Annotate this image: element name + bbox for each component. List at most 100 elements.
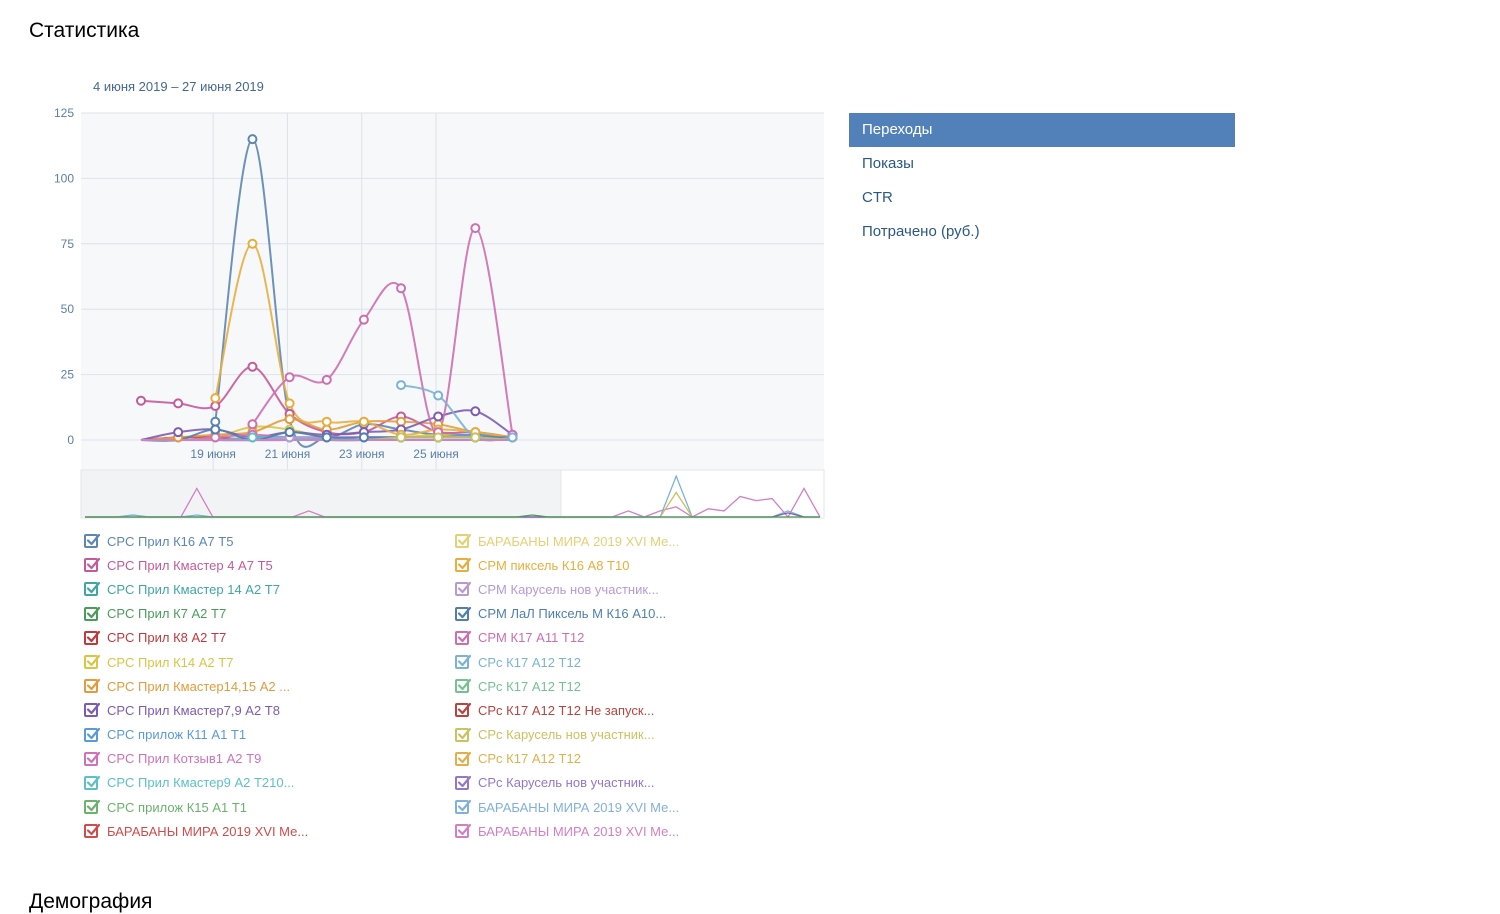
metric-tab[interactable]: Показы: [862, 155, 914, 172]
y-tick-label: 125: [54, 106, 74, 120]
checkbox-checked-icon[interactable]: [455, 533, 472, 549]
checkbox-checked-icon[interactable]: [84, 582, 101, 597]
checkbox-checked-icon[interactable]: [84, 558, 101, 573]
data-point[interactable]: [284, 427, 295, 438]
legend-item[interactable]: CPC прилож К11 А1 Т1: [84, 723, 308, 747]
data-point[interactable]: [247, 419, 258, 430]
legend-item[interactable]: CPc Карусель нов участник...: [455, 723, 679, 747]
data-point[interactable]: [173, 398, 184, 409]
navigator-window[interactable]: [560, 469, 825, 519]
checkbox-checked-icon[interactable]: [455, 630, 472, 645]
data-point[interactable]: [358, 314, 369, 325]
legend-item[interactable]: CPC Прил Кмастер14,15 А2 ...: [84, 674, 308, 698]
legend-item[interactable]: CPM Карусель нов участник...: [455, 577, 679, 601]
data-point[interactable]: [396, 380, 407, 391]
checkbox-checked-icon[interactable]: [84, 654, 101, 670]
data-point[interactable]: [470, 406, 481, 417]
checkbox-checked-icon[interactable]: [455, 679, 472, 694]
checkbox-checked-icon[interactable]: [84, 703, 101, 718]
data-point[interactable]: [247, 432, 258, 443]
checkbox-checked-icon[interactable]: [84, 800, 101, 815]
data-point[interactable]: [136, 395, 146, 406]
data-point[interactable]: [433, 411, 444, 422]
legend-item[interactable]: CPc К17 А12 Т12: [455, 747, 679, 771]
legend-item[interactable]: CPC прилож К15 А1 Т1: [84, 795, 308, 819]
legend-item[interactable]: CPC Прил К14 А2 Т7: [84, 650, 308, 674]
legend-item[interactable]: CPC Прил Кмастер7,9 А2 Т8: [84, 698, 308, 722]
legend-item[interactable]: CPc К17 А12 Т12: [455, 650, 679, 674]
legend-item[interactable]: БАРАБАНЫ МИРА 2019 XVI Ме...: [455, 819, 679, 843]
data-point[interactable]: [284, 398, 295, 409]
legend-label: CPC Прил Кмастер 14 А2 Т7: [107, 581, 280, 597]
legend-item[interactable]: CPC Прил К16 А7 Т5: [84, 529, 308, 553]
checkbox-checked-icon[interactable]: [84, 775, 101, 790]
data-point[interactable]: [433, 390, 444, 401]
checkbox-checked-icon[interactable]: [455, 800, 472, 815]
legend-label: CPC прилож К11 А1 Т1: [107, 727, 247, 743]
checkbox-checked-icon[interactable]: [455, 775, 472, 790]
data-point[interactable]: [358, 416, 369, 427]
legend-item[interactable]: CPc К17 А12 Т12: [455, 674, 679, 698]
legend-label: CPc К17 А12 Т12: [478, 654, 581, 670]
data-point[interactable]: [210, 400, 221, 411]
checkbox-checked-icon[interactable]: [84, 727, 101, 742]
legend-item[interactable]: CPC Прил К8 А2 Т7: [84, 626, 308, 650]
legend-item[interactable]: CPM К17 А11 Т12: [455, 626, 679, 650]
data-point[interactable]: [210, 424, 221, 435]
legend-item[interactable]: CPC Прил Котзыв1 А2 Т9: [84, 747, 308, 771]
checkbox-checked-icon[interactable]: [84, 533, 101, 549]
data-point[interactable]: [173, 427, 184, 438]
checkbox-checked-icon[interactable]: [455, 558, 472, 573]
data-point[interactable]: [321, 416, 332, 427]
checkbox-checked-icon[interactable]: [84, 824, 101, 839]
legend-item[interactable]: CPM ЛаЛ Пиксель М К16 А10...: [455, 602, 679, 626]
data-point[interactable]: [507, 432, 518, 443]
data-point[interactable]: [210, 432, 221, 443]
data-point[interactable]: [284, 372, 295, 383]
data-point[interactable]: [247, 238, 258, 249]
checkbox-checked-icon[interactable]: [455, 606, 472, 621]
legend-item[interactable]: CPc Карусель нов участник...: [455, 771, 679, 795]
data-point[interactable]: [247, 134, 258, 145]
checkbox-checked-icon[interactable]: [455, 582, 472, 597]
data-point[interactable]: [470, 432, 481, 443]
legend-item[interactable]: БАРАБАНЫ МИРА 2019 XVI Ме...: [455, 795, 679, 819]
data-point[interactable]: [396, 432, 407, 443]
plot-background: [81, 113, 824, 470]
metric-tab[interactable]: CTR: [862, 189, 893, 206]
legend-item[interactable]: CPC Прил Кмастер9 А2 Т210...: [84, 771, 308, 795]
data-point[interactable]: [247, 361, 258, 372]
legend-label: CPC Прил К7 А2 Т7: [107, 606, 227, 622]
checkbox-checked-icon[interactable]: [455, 703, 472, 718]
data-point[interactable]: [358, 432, 369, 443]
metric-tab[interactable]: Потрачено (руб.): [862, 223, 980, 240]
data-point[interactable]: [321, 374, 332, 385]
checkbox-checked-icon[interactable]: [84, 606, 101, 621]
y-tick-label: 25: [61, 368, 75, 382]
legend-item[interactable]: CPC Прил Кмастер 4 А7 Т5: [84, 553, 308, 577]
legend-item[interactable]: CPC Прил К7 А2 Т7: [84, 602, 308, 626]
legend-item[interactable]: CPc К17 А12 Т12 Не запуск...: [455, 698, 679, 722]
checkbox-checked-icon[interactable]: [455, 727, 472, 742]
legend-item[interactable]: БАРАБАНЫ МИРА 2019 XVI Ме...: [84, 819, 308, 843]
data-point[interactable]: [396, 416, 407, 427]
data-point[interactable]: [210, 416, 221, 427]
checkbox-checked-icon[interactable]: [84, 630, 101, 645]
data-point[interactable]: [433, 432, 444, 443]
legend-column-left: CPC Прил К16 А7 Т5 CPC Прил Кмастер 4 А7 …: [84, 529, 308, 843]
checkbox-checked-icon[interactable]: [455, 751, 472, 766]
legend-item[interactable]: CPC Прил Кмастер 14 А2 Т7: [84, 577, 308, 601]
checkbox-checked-icon[interactable]: [455, 824, 472, 839]
data-point[interactable]: [321, 432, 332, 443]
legend-item[interactable]: CPM пиксель К16 А8 Т10: [455, 553, 679, 577]
metric-tab[interactable]: Переходы: [849, 113, 1235, 147]
data-point[interactable]: [284, 414, 295, 425]
checkbox-checked-icon[interactable]: [84, 679, 101, 694]
data-point[interactable]: [210, 393, 221, 404]
checkbox-checked-icon[interactable]: [455, 654, 472, 670]
checkbox-checked-icon[interactable]: [84, 751, 101, 766]
data-point[interactable]: [396, 283, 407, 294]
legend-item[interactable]: БАРАБАНЫ МИРА 2019 XVI Ме...: [455, 529, 679, 553]
data-point[interactable]: [470, 223, 481, 234]
date-range[interactable]: 4 июня 2019 – 27 июня 2019: [93, 79, 264, 94]
